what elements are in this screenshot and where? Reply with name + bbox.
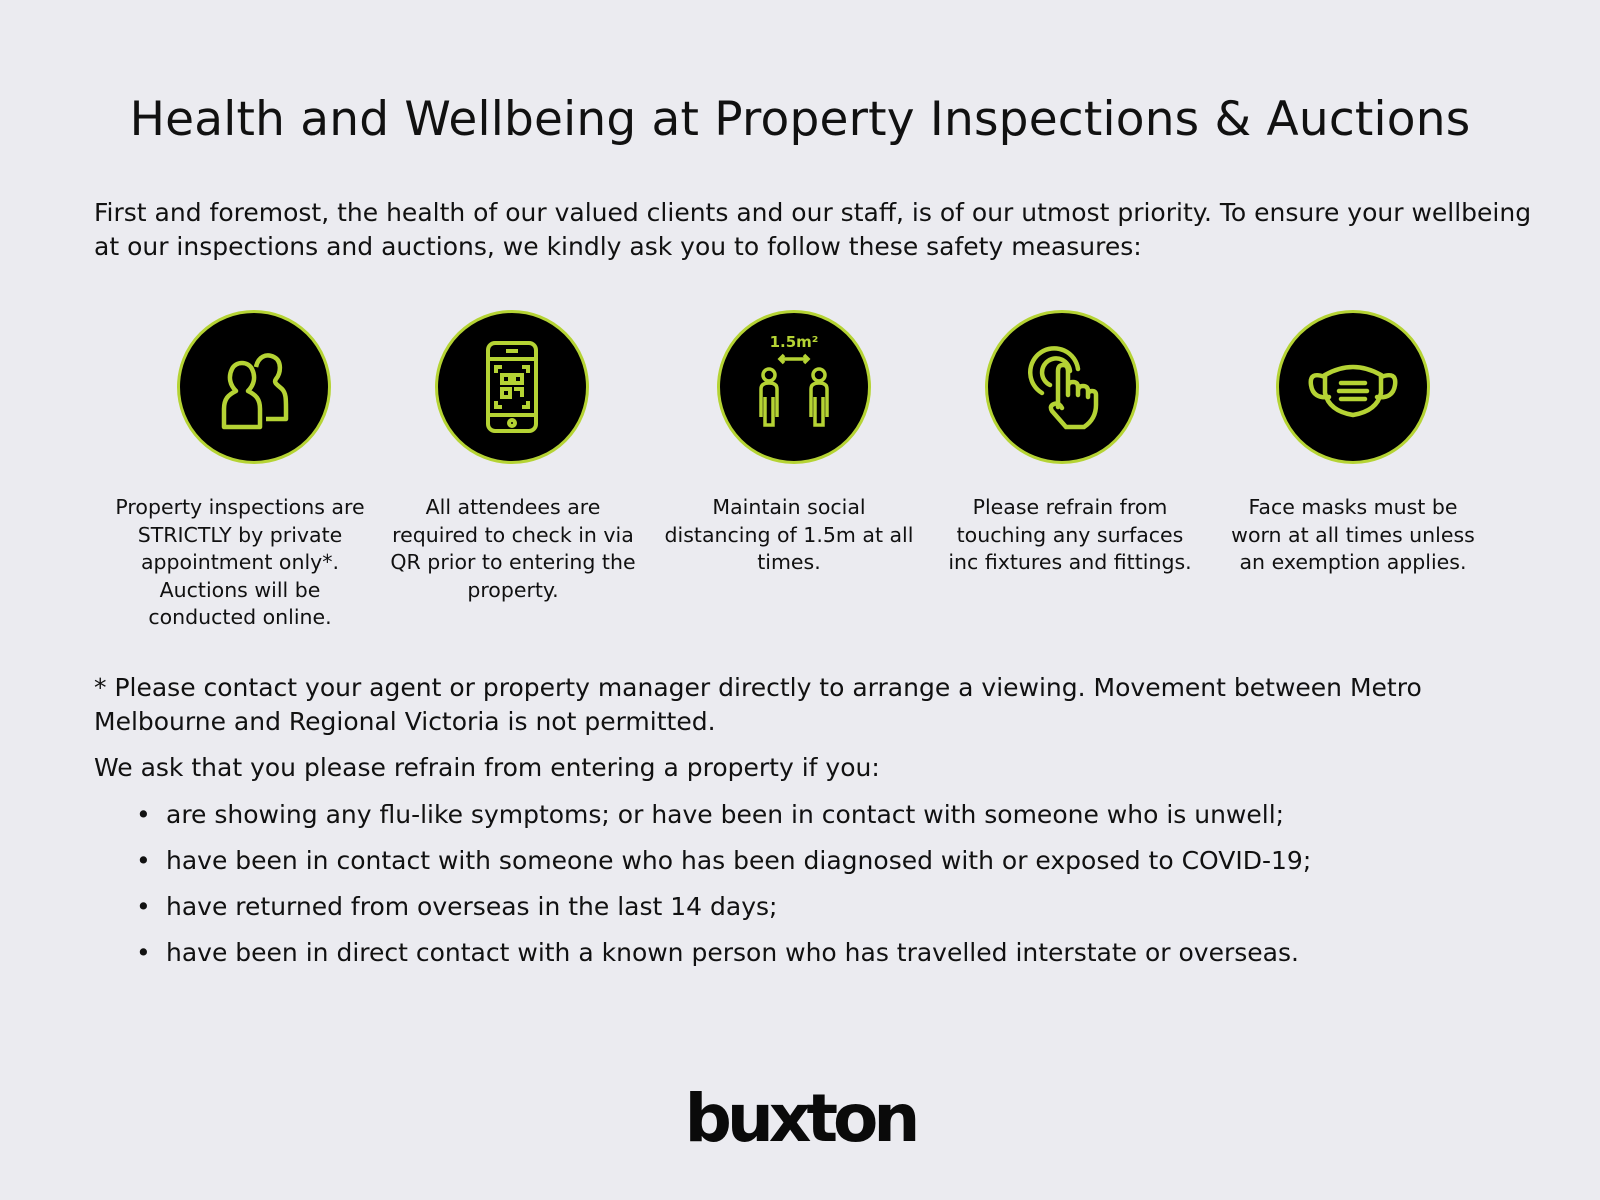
buxton-logo: buxton — [684, 1080, 921, 1157]
measure-caption: Please refrain from touching any surface… — [948, 495, 1192, 574]
touch-hand-icon — [985, 310, 1139, 464]
face-mask-icon — [1276, 310, 1430, 464]
ask-statement: We ask that you please refrain from ente… — [94, 753, 880, 782]
bullet-list: are showing any flu-like symptoms; or ha… — [94, 798, 1311, 982]
measure-caption: Property inspections are STRICTLY by pri… — [115, 495, 365, 629]
measure-caption: Face masks must be worn at all times unl… — [1231, 495, 1475, 574]
intro-paragraph: First and foremost, the health of our va… — [94, 198, 1532, 261]
distance-label: 1.5m² — [770, 333, 819, 351]
list-item: have been in contact with someone who ha… — [136, 844, 1311, 890]
footnote: * Please contact your agent or property … — [94, 673, 1422, 736]
list-item: have returned from overseas in the last … — [136, 890, 1311, 936]
measure-caption: Maintain social distancing of 1.5m at al… — [664, 495, 914, 574]
social-distance-icon: 1.5m² — [717, 310, 871, 464]
list-item: are showing any flu-like symptoms; or ha… — [136, 798, 1311, 844]
page-title: Health and Wellbeing at Property Inspect… — [129, 92, 1471, 147]
phone-qr-icon — [435, 310, 589, 464]
list-item: have been in direct contact with a known… — [136, 936, 1311, 982]
people-icon — [177, 310, 331, 464]
measure-caption: All attendees are required to check in v… — [390, 495, 636, 602]
